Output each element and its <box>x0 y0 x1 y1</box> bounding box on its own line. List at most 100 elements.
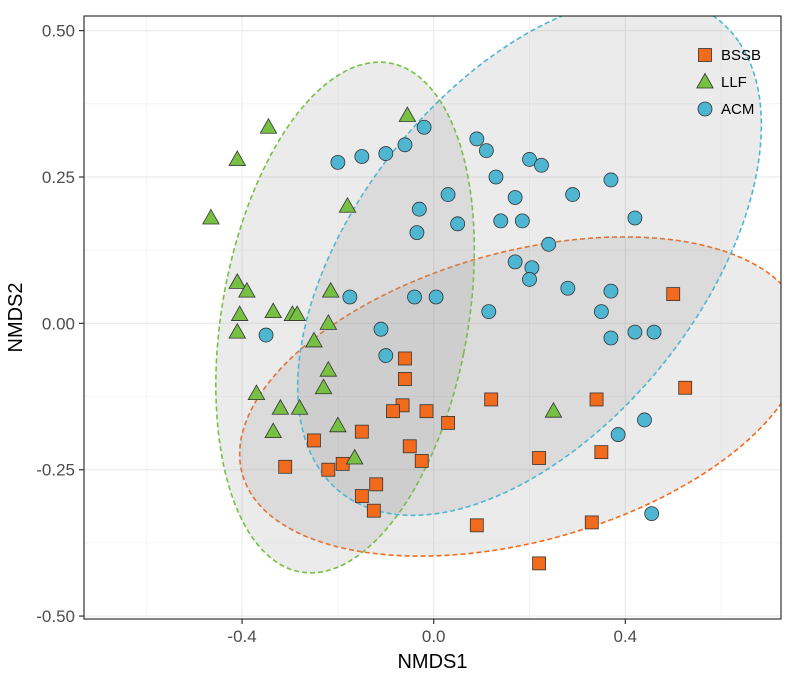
point-acm <box>603 283 619 299</box>
point-bssb <box>666 287 681 301</box>
ellipse-bssb <box>238 236 781 557</box>
point-llf <box>271 398 290 415</box>
point-bssb <box>402 439 417 454</box>
point-acm <box>478 143 494 159</box>
point-acm <box>560 280 576 296</box>
point-acm <box>450 216 466 232</box>
point-llf <box>305 331 323 348</box>
legend-key-acm <box>697 101 713 117</box>
x-axis-ticks: -0.4 0.0 0.4 <box>227 619 637 646</box>
point-acm <box>534 157 549 173</box>
point-bssb <box>419 404 434 419</box>
point-acm <box>514 213 530 229</box>
point-acm <box>627 210 643 226</box>
point-acm <box>378 146 394 161</box>
point-bssb <box>398 372 412 386</box>
legend-key-llf <box>696 72 714 89</box>
point-llf <box>319 314 338 330</box>
point-acm <box>603 172 619 188</box>
point-acm <box>507 254 523 270</box>
legend: BSSB LLF ACM <box>696 47 761 118</box>
point-bssb <box>369 477 384 492</box>
point-acm <box>610 427 626 442</box>
point-llf <box>544 401 563 418</box>
point-acm <box>646 324 662 340</box>
legend-key-bssb <box>698 48 712 62</box>
point-llf <box>228 150 247 166</box>
legend-label-acm: ACM <box>721 101 754 118</box>
point-llf <box>314 378 333 395</box>
point-llf <box>230 305 249 321</box>
point-acm <box>469 131 485 147</box>
y-axis-ticks: -0.50 -0.25 0.00 0.25 0.50 <box>36 22 84 626</box>
major-gridlines <box>84 16 781 619</box>
point-bssb <box>441 415 455 430</box>
point-acm <box>522 272 537 287</box>
point-llf <box>264 422 283 439</box>
point-acm <box>258 327 274 343</box>
point-llf <box>321 281 340 298</box>
point-bssb <box>678 380 693 395</box>
x-tick-label: 0.0 <box>422 627 446 646</box>
point-bssb <box>484 392 499 407</box>
y-tick-label: -0.50 <box>36 607 75 626</box>
point-llf <box>345 448 364 465</box>
point-acm <box>373 321 389 337</box>
point-bssb <box>414 454 429 468</box>
point-llf <box>228 273 247 289</box>
point-llf <box>228 322 247 339</box>
minor-gridlines <box>84 16 781 619</box>
point-bssb <box>307 433 321 448</box>
point-acm <box>488 169 504 185</box>
point-acm <box>440 187 456 202</box>
y-tick-label: -0.25 <box>36 461 75 480</box>
point-acm <box>593 304 609 320</box>
point-bssb <box>532 451 546 465</box>
point-llf <box>247 384 266 401</box>
point-bssb <box>354 424 369 439</box>
legend-label-bssb: BSSB <box>721 47 761 64</box>
legend-label-llf: LLF <box>721 74 747 91</box>
point-llf <box>202 208 220 225</box>
x-tick-label: -0.4 <box>227 627 256 646</box>
point-llf <box>338 196 357 213</box>
point-llf <box>264 302 283 319</box>
point-llf <box>290 398 309 415</box>
point-acm <box>637 412 652 428</box>
point-acm <box>627 324 643 340</box>
point-bssb <box>532 556 546 571</box>
x-axis-title: NMDS1 <box>397 651 467 673</box>
point-acm <box>416 119 432 135</box>
y-tick-label: 0.50 <box>42 22 75 41</box>
point-acm <box>411 201 427 217</box>
point-bssb <box>366 503 381 518</box>
point-acm <box>409 225 425 241</box>
y-tick-label: 0.00 <box>42 314 75 333</box>
point-bssb <box>386 404 400 419</box>
point-bssb <box>584 515 599 530</box>
point-acm <box>342 289 358 305</box>
point-llf <box>329 416 347 433</box>
point-llf <box>288 305 307 321</box>
y-tick-label: 0.25 <box>42 168 75 187</box>
point-acm <box>541 236 557 252</box>
point-acm <box>565 187 581 202</box>
point-bssb <box>398 351 412 366</box>
point-llf <box>237 281 256 298</box>
point-llf <box>398 106 417 122</box>
point-llf <box>259 117 278 134</box>
data-points <box>202 106 693 571</box>
point-bssb <box>594 445 609 460</box>
point-acm <box>522 152 537 167</box>
point-acm <box>330 154 346 170</box>
point-acm <box>397 137 413 153</box>
point-llf <box>319 360 338 377</box>
point-bssb <box>354 489 369 503</box>
y-axis-title: NMDS2 <box>5 282 27 352</box>
point-acm <box>481 304 497 320</box>
point-acm <box>644 506 660 522</box>
point-acm <box>603 330 619 346</box>
plot-panel-border <box>83 15 782 620</box>
point-acm <box>378 348 394 363</box>
